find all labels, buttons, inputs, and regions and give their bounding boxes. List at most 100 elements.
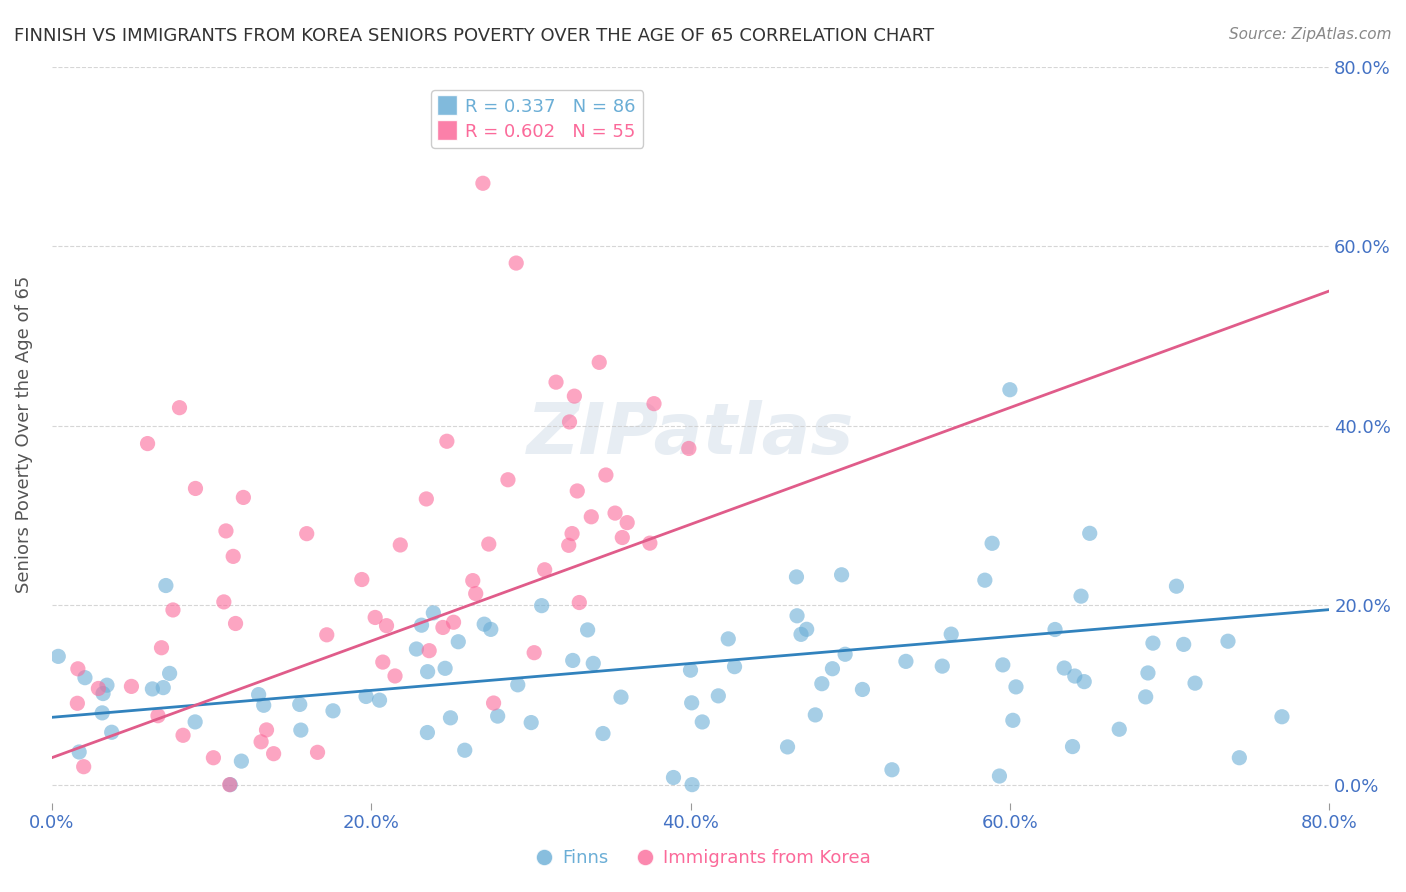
Immigrants from Korea [364,610,387,624]
Finns [1073,674,1095,689]
Immigrants from Korea [295,526,318,541]
Finns [1062,739,1084,754]
Finns [447,634,470,648]
Finns [439,711,461,725]
Text: FINNISH VS IMMIGRANTS FROM KOREA SENIORS POVERTY OVER THE AGE OF 65 CORRELATION : FINNISH VS IMMIGRANTS FROM KOREA SENIORS… [14,27,934,45]
Finns [851,682,873,697]
Immigrants from Korea [561,526,583,541]
Finns [561,653,583,667]
Finns [894,654,917,668]
Finns [681,696,703,710]
Finns [368,693,391,707]
Finns [582,657,605,671]
Finns [707,689,730,703]
Finns [472,617,495,632]
Immigrants from Korea [436,434,458,449]
Finns [96,678,118,692]
Immigrants from Korea [471,176,494,190]
Finns [811,676,834,690]
Finns [530,599,553,613]
Immigrants from Korea [225,616,247,631]
Finns [790,627,813,641]
Immigrants from Korea [418,643,440,657]
Finns [941,627,963,641]
Immigrants from Korea [136,436,159,450]
Finns [880,763,903,777]
Finns [576,623,599,637]
Immigrants from Korea [384,669,406,683]
Immigrants from Korea [307,745,329,759]
Finns [821,662,844,676]
Finns [1135,690,1157,704]
Immigrants from Korea [150,640,173,655]
Finns [776,739,799,754]
Immigrants from Korea [588,355,610,369]
Finns [322,704,344,718]
Finns [610,690,633,705]
Finns [1136,665,1159,680]
Immigrants from Korea [557,538,579,552]
Immigrants from Korea [603,506,626,520]
Immigrants from Korea [482,696,505,710]
Immigrants from Korea [478,537,501,551]
Finns [141,681,163,696]
Text: ZIPatlas: ZIPatlas [527,401,855,469]
Immigrants from Korea [461,574,484,588]
Finns [416,665,439,679]
Immigrants from Korea [568,595,591,609]
Finns [834,647,856,661]
Immigrants from Korea [505,256,527,270]
Immigrants from Korea [87,681,110,696]
Finns [1005,680,1028,694]
Y-axis label: Seniors Poverty Over the Age of 65: Seniors Poverty Over the Age of 65 [15,276,32,593]
Immigrants from Korea [464,586,486,600]
Immigrants from Korea [172,728,194,742]
Finns [1063,669,1085,683]
Finns [479,623,502,637]
Finns [454,743,477,757]
Immigrants from Korea [496,473,519,487]
Finns [247,688,270,702]
Legend: R = 0.337   N = 86, R = 0.602   N = 55: R = 0.337 N = 86, R = 0.602 N = 55 [432,90,643,148]
Finns [717,632,740,646]
Finns [1173,637,1195,651]
Immigrants from Korea [120,680,142,694]
Finns [422,606,444,620]
Immigrants from Korea [212,595,235,609]
Finns [662,771,685,785]
Finns [973,573,995,587]
Immigrants from Korea [371,655,394,669]
Finns [91,706,114,720]
Immigrants from Korea [263,747,285,761]
Finns [405,642,427,657]
Immigrants from Korea [678,442,700,456]
Finns [159,666,181,681]
Finns [1142,636,1164,650]
Finns [981,536,1004,550]
Immigrants from Korea [215,524,238,538]
Finns [91,687,114,701]
Finns [991,657,1014,672]
Finns [592,726,614,740]
Immigrants from Korea [389,538,412,552]
Finns [1001,714,1024,728]
Finns [1184,676,1206,690]
Immigrants from Korea [250,735,273,749]
Finns [231,754,253,768]
Finns [681,778,703,792]
Finns [1070,589,1092,603]
Immigrants from Korea [218,778,240,792]
Immigrants from Korea [169,401,191,415]
Finns [796,622,818,636]
Finns [1166,579,1188,593]
Finns [1078,526,1101,541]
Immigrants from Korea [375,618,398,632]
Immigrants from Korea [232,491,254,505]
Finns [998,383,1021,397]
Immigrants from Korea [558,415,581,429]
Finns [73,671,96,685]
Finns [831,567,853,582]
Immigrants from Korea [184,482,207,496]
Finns [155,578,177,592]
Immigrants from Korea [595,468,617,483]
